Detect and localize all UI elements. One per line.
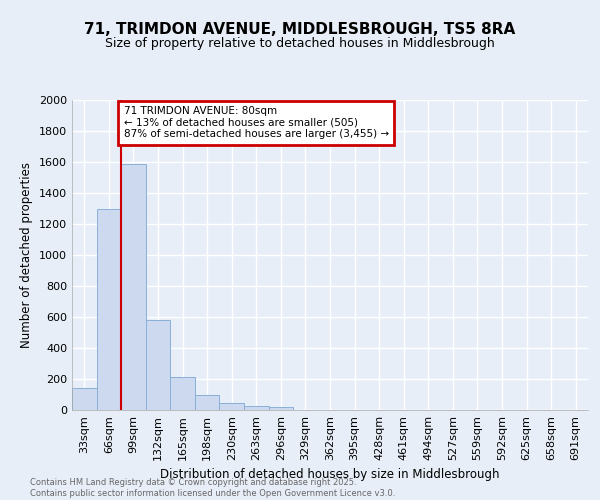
Text: Size of property relative to detached houses in Middlesbrough: Size of property relative to detached ho… xyxy=(105,38,495,51)
Bar xyxy=(195,394,220,410)
Text: 71 TRIMDON AVENUE: 80sqm
← 13% of detached houses are smaller (505)
87% of semi-: 71 TRIMDON AVENUE: 80sqm ← 13% of detach… xyxy=(124,106,389,140)
Bar xyxy=(72,388,97,410)
Bar xyxy=(121,164,146,410)
Bar xyxy=(170,376,195,410)
Bar xyxy=(244,406,269,410)
Bar xyxy=(220,402,244,410)
Text: Contains HM Land Registry data © Crown copyright and database right 2025.
Contai: Contains HM Land Registry data © Crown c… xyxy=(30,478,395,498)
Bar xyxy=(146,320,170,410)
Y-axis label: Number of detached properties: Number of detached properties xyxy=(20,162,34,348)
Text: 71, TRIMDON AVENUE, MIDDLESBROUGH, TS5 8RA: 71, TRIMDON AVENUE, MIDDLESBROUGH, TS5 8… xyxy=(85,22,515,38)
Bar xyxy=(269,407,293,410)
X-axis label: Distribution of detached houses by size in Middlesbrough: Distribution of detached houses by size … xyxy=(160,468,500,481)
Bar xyxy=(97,208,121,410)
